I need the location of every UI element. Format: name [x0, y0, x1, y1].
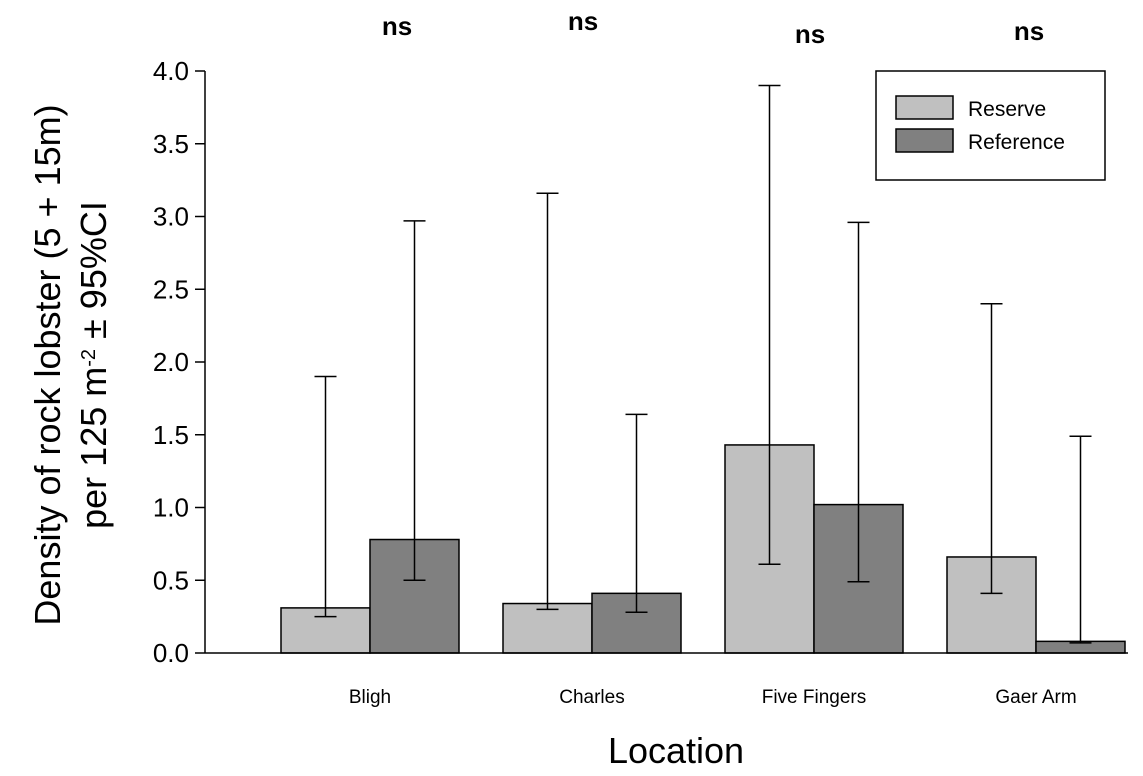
- y-tick-label: 4.0: [153, 56, 189, 86]
- y-tick-label: 1.0: [153, 493, 189, 523]
- legend-swatch-reserve: [895, 95, 954, 120]
- y-tick-label: 0.5: [153, 565, 189, 595]
- y-tick-label: 2.0: [153, 347, 189, 377]
- y-tick-label: 3.0: [153, 202, 189, 232]
- y-axis-title-superscript: -2: [78, 349, 100, 367]
- bar-reserve-charles: [502, 602, 593, 654]
- x-category-label: Bligh: [349, 687, 391, 708]
- significance-label: ns: [795, 19, 825, 49]
- x-category-label: Gaer Arm: [995, 687, 1076, 708]
- x-category-label: Charles: [559, 687, 624, 708]
- x-category-label: Five Fingers: [762, 687, 867, 708]
- significance-label: ns: [1014, 16, 1044, 46]
- y-tick-label: 1.5: [153, 420, 189, 450]
- x-axis-title: Location: [608, 730, 744, 771]
- y-axis-title: Density of rock lobster (5 + 15m) per 12…: [27, 104, 114, 625]
- y-tick-label: 0.0: [153, 638, 189, 668]
- significance-label: ns: [382, 11, 412, 41]
- legend-box: [875, 70, 1106, 181]
- legend: Reserve Reference: [875, 70, 1106, 181]
- legend-label-reference: Reference: [968, 131, 1065, 154]
- y-axis-title-line1: Density of rock lobster (5 + 15m): [27, 104, 68, 625]
- legend-label-reserve: Reserve: [968, 98, 1046, 121]
- y-tick-label: 2.5: [153, 274, 189, 304]
- legend-swatch-reference: [895, 128, 954, 153]
- y-axis-title-line2: per 125 m-2 ± 95%CI: [73, 201, 114, 529]
- y-tick-label: 3.5: [153, 129, 189, 159]
- significance-label: ns: [568, 6, 598, 36]
